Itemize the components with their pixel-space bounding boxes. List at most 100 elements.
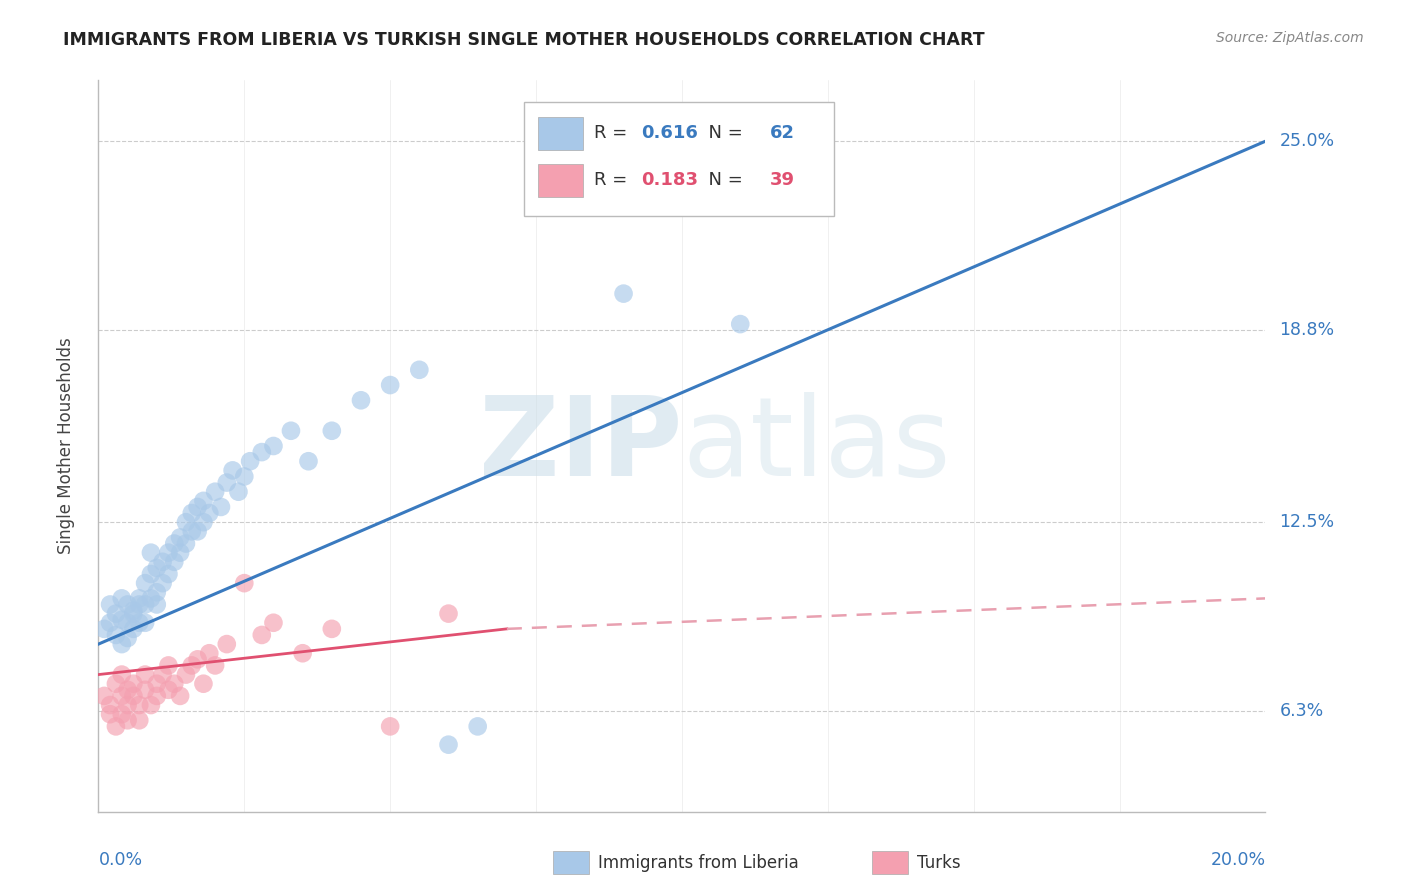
Point (239, 454, 262, 468)
Point (93, 689, 115, 703)
Point (152, 555, 174, 569)
Point (380, 719, 402, 733)
Point (111, 613, 134, 627)
Point (169, 530, 191, 544)
Point (146, 677, 169, 691)
Point (98, 615, 121, 630)
FancyBboxPatch shape (538, 117, 582, 150)
Point (297, 454, 319, 468)
Point (146, 585, 169, 599)
Text: 62: 62 (769, 124, 794, 142)
Point (146, 561, 169, 575)
Point (104, 719, 127, 733)
Point (193, 515, 215, 529)
Point (139, 567, 162, 582)
Text: 25.0%: 25.0% (1279, 132, 1334, 150)
Point (104, 677, 127, 691)
Point (321, 622, 343, 636)
Point (98, 598, 121, 612)
Point (163, 536, 186, 550)
Point (262, 439, 284, 453)
Point (128, 591, 150, 606)
Point (157, 658, 180, 673)
Point (437, 738, 460, 752)
Point (117, 598, 139, 612)
Point (408, 363, 430, 377)
Point (134, 682, 156, 697)
Point (117, 682, 139, 697)
Point (93, 622, 115, 636)
Point (157, 682, 180, 697)
Point (146, 598, 169, 612)
FancyBboxPatch shape (524, 103, 834, 216)
Point (139, 591, 162, 606)
Point (193, 677, 215, 691)
Point (221, 463, 243, 477)
Point (122, 607, 145, 621)
Point (104, 628, 127, 642)
Text: Immigrants from Liberia: Immigrants from Liberia (598, 854, 799, 871)
Point (128, 598, 150, 612)
Text: 18.8%: 18.8% (1279, 321, 1334, 339)
Text: 6.3%: 6.3% (1279, 702, 1323, 720)
Point (128, 698, 150, 712)
Point (233, 576, 256, 591)
Point (204, 658, 226, 673)
Point (730, 317, 752, 331)
Text: R =: R = (595, 124, 633, 142)
Point (233, 469, 256, 483)
Point (111, 707, 134, 722)
Point (122, 604, 145, 618)
Point (180, 658, 202, 673)
Point (98, 707, 121, 722)
Text: 12.5%: 12.5% (1279, 513, 1334, 532)
Point (198, 506, 221, 520)
Point (174, 667, 197, 681)
Point (204, 484, 226, 499)
Text: atlas: atlas (682, 392, 950, 500)
Point (187, 652, 209, 666)
Point (198, 646, 221, 660)
Point (437, 607, 460, 621)
Point (111, 637, 134, 651)
Point (104, 607, 127, 621)
Text: IMMIGRANTS FROM LIBERIA VS TURKISH SINGLE MOTHER HOUSEHOLDS CORRELATION CHART: IMMIGRANTS FROM LIBERIA VS TURKISH SINGL… (63, 31, 984, 49)
Text: N =: N = (697, 124, 748, 142)
Y-axis label: Single Mother Households: Single Mother Households (56, 338, 75, 554)
Point (122, 622, 145, 636)
Point (187, 524, 209, 539)
Point (111, 689, 134, 703)
Text: 20.0%: 20.0% (1211, 851, 1265, 869)
Point (187, 500, 209, 514)
Point (152, 576, 174, 591)
Text: Turks: Turks (917, 854, 960, 871)
Point (169, 546, 191, 560)
Point (321, 424, 343, 438)
Point (134, 598, 156, 612)
Point (117, 698, 139, 712)
Point (111, 667, 134, 681)
Point (612, 286, 634, 301)
Text: 0.0%: 0.0% (98, 851, 142, 869)
Point (134, 615, 156, 630)
Point (117, 631, 139, 645)
Point (250, 628, 273, 642)
Point (215, 475, 238, 490)
Text: 0.616: 0.616 (641, 124, 697, 142)
Point (280, 424, 302, 438)
Point (169, 689, 191, 703)
Point (134, 667, 156, 681)
Point (174, 536, 197, 550)
Text: N =: N = (697, 171, 748, 189)
Point (291, 646, 314, 660)
Text: 39: 39 (769, 171, 794, 189)
Point (228, 484, 250, 499)
Point (380, 378, 402, 392)
Text: R =: R = (595, 171, 633, 189)
Point (209, 500, 232, 514)
Point (128, 615, 150, 630)
Point (180, 506, 202, 520)
Point (111, 591, 134, 606)
Point (180, 524, 202, 539)
Point (250, 445, 273, 459)
